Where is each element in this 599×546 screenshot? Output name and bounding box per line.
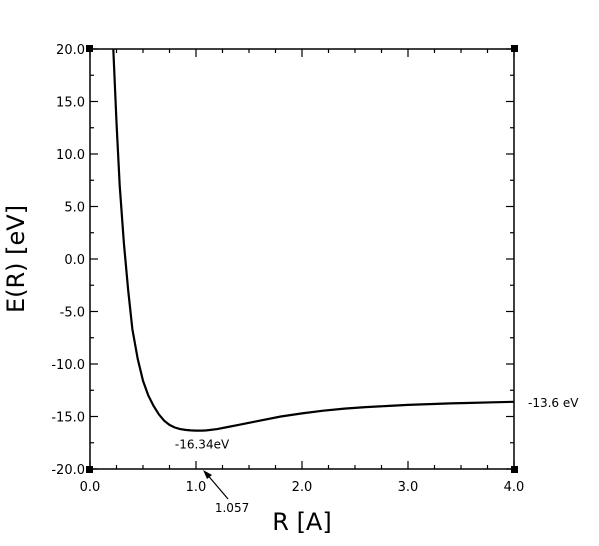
corner-marker-bottom-right: [511, 466, 518, 473]
y-tick-label: -15.0: [51, 411, 85, 426]
tick-labels: 0.0 1.0 2.0 3.0 4.0 20.0 15.0 10.0 5.0 0.0 -5.0 -10…: [51, 43, 524, 495]
y-axis-title: E(R) [eV]: [2, 205, 30, 313]
y-tick-label: 20.0: [56, 43, 85, 58]
x-tick-label: 0.0: [80, 480, 101, 495]
y-tick-label: 15.0: [56, 96, 85, 111]
y-tick-label: 0.0: [64, 253, 85, 268]
y-tick-label: -20.0: [51, 463, 85, 478]
equilibrium-distance-label: 1.057: [215, 501, 249, 515]
asymptote-energy-label: -13.6 eV: [528, 396, 579, 410]
equilibrium-arrow-head: [203, 470, 213, 479]
axis-ticks: [89, 48, 515, 470]
y-tick-label: -10.0: [51, 358, 85, 373]
corner-marker-top-left: [86, 45, 93, 52]
x-tick-label: 2.0: [292, 480, 313, 495]
x-tick-label: 3.0: [398, 480, 419, 495]
energy-series-line: [112, 48, 515, 432]
y-tick-label: 5.0: [64, 201, 85, 216]
corner-marker-top-right: [511, 45, 518, 52]
y-tick-label: -5.0: [60, 306, 85, 321]
x-tick-label: 4.0: [504, 480, 525, 495]
corner-marker-bottom-left: [86, 466, 93, 473]
y-tick-label: 10.0: [56, 148, 85, 163]
x-axis-title: R [A]: [272, 508, 331, 536]
x-tick-label: 1.0: [186, 480, 207, 495]
minimum-energy-label: -16.34eV: [175, 438, 230, 452]
